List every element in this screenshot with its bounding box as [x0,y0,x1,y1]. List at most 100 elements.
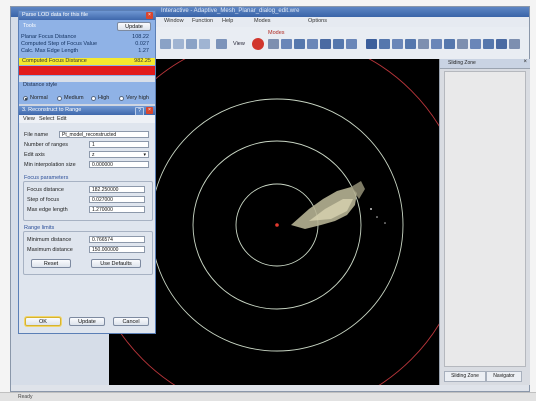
panel-close-icon[interactable]: × [523,59,527,65]
file-name-input[interactable]: Pt_model_reconstructed [59,131,149,138]
taskbar: Ready [0,392,536,401]
tool-icon[interactable] [509,39,520,49]
tool-icon[interactable] [160,39,171,49]
radio-very-high-label: Very high [126,95,149,101]
radio-high[interactable] [91,96,96,101]
radio-medium[interactable] [57,96,62,101]
measure-icon[interactable] [268,39,279,49]
num-ranges-input[interactable]: 1 [89,141,149,148]
radio-medium-label: Medium [64,95,84,101]
radio-very-high[interactable] [119,96,124,101]
app-window: Interactive - Adaptive_Mesh_Planar_dialo… [10,6,530,392]
tool-icon[interactable] [496,39,507,49]
max-edge-label: Max edge length [27,207,68,213]
reconstruct-dialog-body: File name Pt_model_reconstructed Number … [19,123,155,333]
window-titlebar[interactable]: Interactive - Adaptive_Mesh_Planar_dialo… [11,7,529,17]
info-row [19,76,155,82]
menu-edit[interactable]: Edit [57,116,67,122]
menu-options[interactable]: Options [308,18,327,24]
focus-distance-input[interactable]: 182.250000 [89,186,145,193]
tool-icon[interactable] [470,39,481,49]
radio-normal-label: Normal [30,95,48,101]
3d-viewport[interactable] [109,59,439,385]
outer-range-circle [109,59,439,385]
update-tool-button[interactable]: Update [117,22,151,31]
max-edge-input[interactable]: 1.270000 [89,206,145,213]
panel-body [444,71,526,367]
tools-label: Tools [23,23,36,29]
tool-icon[interactable] [173,39,184,49]
viewport-scene [109,59,439,385]
point-cloud-scan [291,181,386,229]
modes-label[interactable]: Modes [268,30,285,36]
radio-normal[interactable] [23,96,28,101]
tool-icon[interactable] [346,39,357,49]
tool-icon[interactable] [444,39,455,49]
tool-icon[interactable] [392,39,403,49]
view-label[interactable]: View [233,41,245,47]
scanner-origin-marker [275,223,279,227]
toolbar: View Modes [156,27,529,62]
close-icon[interactable]: × [146,12,153,19]
reset-button[interactable]: Reset [31,259,71,268]
tab-sliding-zone[interactable]: Sliding Zone [444,371,486,382]
focus-distance-label: Focus distance [27,187,64,193]
tool-icon[interactable] [405,39,416,49]
tab-navigator[interactable]: Navigator [486,371,522,382]
menu-function[interactable]: Function [192,18,214,24]
edit-axis-label: Edit axis [24,152,45,158]
min-interp-input[interactable]: 0.000000 [89,161,149,168]
num-ranges-label: Number of ranges [24,142,69,148]
cancel-button[interactable]: Cancel [113,317,149,326]
ok-button[interactable]: OK [25,317,61,326]
align-panel-body: Tools Update Planar Focus Distance 108.22… [19,20,155,94]
min-distance-label: Minimum distance [27,237,72,243]
tool-icon[interactable] [431,39,442,49]
tool-icon[interactable] [379,39,390,49]
highlight-row-yellow: Computed Focus Distance 982.25 [19,58,155,65]
highlight-row-red [19,66,155,75]
max-distance-input[interactable]: 150.000000 [89,246,145,253]
status-text: Ready [18,394,33,400]
menu-select[interactable]: Select [39,116,55,122]
step-of-focus-input[interactable]: 0.027000 [89,196,145,203]
tool-icon[interactable] [320,39,331,49]
tool-icon[interactable] [199,39,210,49]
panel-header: Sliding Zone × [440,59,530,69]
align-panel-title: Parse LOD data for this file [22,12,89,18]
use-defaults-button[interactable]: Use Defaults [91,259,141,268]
detail-label: Distance style [23,82,58,88]
status-strip [11,385,529,391]
menu-modes[interactable]: Modes [254,18,271,24]
range-circle-medium [192,140,362,310]
tool-icon[interactable] [294,39,305,49]
reconstruct-dialog-title: 3. Reconstruct to Range [22,107,82,113]
tool-icon[interactable] [483,39,494,49]
tool-icon[interactable] [418,39,429,49]
menu-help[interactable]: Help [222,18,234,24]
dialog-menu: View Select Edit [19,115,155,123]
align-panel-titlebar[interactable]: Parse LOD data for this file × [19,11,155,20]
close-icon[interactable]: × [146,107,153,114]
tool-icon[interactable] [307,39,318,49]
window-title: Interactive - Adaptive_Mesh_Planar_dialo… [161,8,300,14]
record-icon[interactable] [252,38,264,50]
reconstruct-dialog-titlebar[interactable]: 3. Reconstruct to Range ? × [19,106,155,116]
tool-icon[interactable] [216,39,227,49]
menu-view[interactable]: View [23,116,35,122]
menu-bar: Window Function Help Modes Options [156,17,529,27]
tool-icon[interactable] [366,39,377,49]
info-row: Calc. Max Edge Length 1.27 [21,48,149,54]
menu-window[interactable]: Window [164,18,184,24]
update-button[interactable]: Update [69,317,105,326]
edit-axis-select[interactable]: z ▾ [89,151,149,158]
tool-icon[interactable] [186,39,197,49]
tool-icon[interactable] [333,39,344,49]
min-distance-input[interactable]: 0.766574 [89,236,145,243]
focus-params-header: Focus parameters [24,175,69,181]
alignment-dialog: Parse LOD data for this file × Tools Upd… [18,10,156,334]
tool-icon[interactable] [281,39,292,49]
focus-params-group [23,181,153,221]
step-of-focus-label: Step of focus [27,197,60,203]
tool-icon[interactable] [457,39,468,49]
